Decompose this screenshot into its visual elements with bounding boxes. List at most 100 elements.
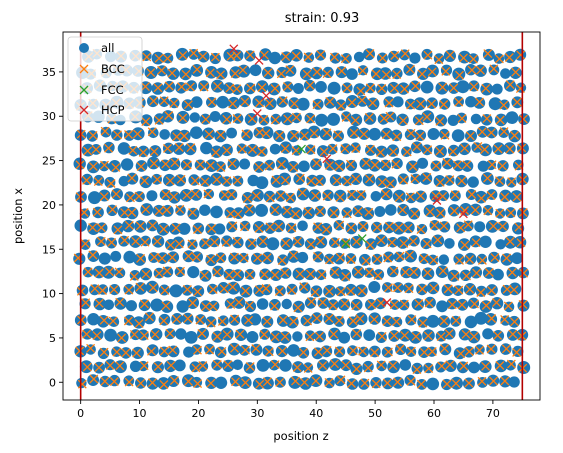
y-tick-label: 20 xyxy=(42,199,56,212)
point-bcc xyxy=(419,347,429,357)
point-bcc xyxy=(460,143,470,153)
point-bcc xyxy=(163,143,172,153)
point-bcc xyxy=(115,297,125,307)
point-all xyxy=(252,221,266,234)
point-bcc xyxy=(216,70,226,80)
point-bcc xyxy=(302,69,312,79)
point-bcc xyxy=(347,379,356,388)
point-all xyxy=(268,51,282,65)
point-bcc xyxy=(353,206,363,216)
point-bcc xyxy=(233,209,243,219)
point-bcc xyxy=(240,97,250,107)
point-all xyxy=(467,176,479,188)
point-bcc xyxy=(300,377,309,387)
point-all xyxy=(249,64,262,77)
point-bcc xyxy=(285,65,295,75)
point-bcc xyxy=(483,173,492,183)
point-hcp xyxy=(322,154,332,164)
point-bcc xyxy=(316,50,326,60)
point-bcc xyxy=(270,270,280,280)
point-bcc xyxy=(230,69,240,79)
point-bcc xyxy=(228,99,238,109)
point-all xyxy=(409,52,421,64)
point-bcc xyxy=(140,176,150,186)
point-all xyxy=(287,344,300,357)
point-bcc xyxy=(182,284,192,294)
x-axis-ticks: 0 10 20 30 40 50 60 70 xyxy=(77,400,500,420)
point-bcc xyxy=(317,270,327,280)
point-all xyxy=(297,251,309,264)
point-bcc xyxy=(127,173,137,183)
point-bcc xyxy=(199,82,209,92)
point-bcc xyxy=(481,83,491,93)
point-bcc xyxy=(328,144,338,154)
point-bcc xyxy=(303,207,313,217)
point-bcc xyxy=(506,208,516,218)
point-bcc xyxy=(448,147,458,157)
point-bcc xyxy=(365,49,375,58)
point-bcc xyxy=(92,331,102,341)
point-bcc xyxy=(306,269,315,279)
point-bcc xyxy=(104,143,113,153)
point-all xyxy=(255,176,269,190)
point-bcc xyxy=(291,112,301,122)
point-bcc xyxy=(358,346,368,356)
point-bcc xyxy=(305,332,315,342)
point-bcc xyxy=(265,222,275,232)
point-bcc xyxy=(283,114,293,124)
point-all xyxy=(214,376,228,389)
point-all xyxy=(511,252,523,265)
point-all xyxy=(85,344,96,355)
x-tick-label: 40 xyxy=(309,407,323,420)
point-all xyxy=(298,160,310,173)
point-bcc xyxy=(365,174,374,184)
point-all xyxy=(173,359,186,372)
point-all xyxy=(178,222,191,235)
point-bcc xyxy=(201,302,211,312)
point-bcc xyxy=(512,97,522,107)
point-bcc xyxy=(299,282,309,292)
point-bcc xyxy=(450,271,460,281)
point-bcc xyxy=(277,256,287,266)
point-all xyxy=(129,360,142,372)
point-bcc xyxy=(281,52,291,62)
point-bcc xyxy=(336,287,346,297)
point-bcc xyxy=(177,82,187,92)
point-bcc xyxy=(113,225,123,235)
point-bcc xyxy=(255,98,264,108)
point-all xyxy=(392,96,404,108)
point-bcc xyxy=(189,48,199,58)
point-all xyxy=(239,158,251,170)
point-bcc xyxy=(365,83,375,93)
point-bcc xyxy=(411,331,421,341)
point-all xyxy=(362,360,374,373)
point-bcc xyxy=(148,283,158,293)
point-bcc xyxy=(352,364,361,374)
y-axis-ticks: 0 5 10 15 20 25 30 35 xyxy=(42,66,63,389)
point-hcp xyxy=(261,91,271,101)
point-bcc xyxy=(239,253,249,263)
point-bcc xyxy=(336,101,346,111)
point-bcc xyxy=(441,66,451,76)
point-bcc xyxy=(187,239,197,249)
point-bcc xyxy=(497,161,507,171)
point-bcc xyxy=(139,331,149,341)
point-bcc xyxy=(500,192,510,202)
point-bcc xyxy=(364,112,374,122)
point-all xyxy=(123,375,135,387)
point-bcc xyxy=(399,175,408,185)
point-bcc xyxy=(427,99,437,109)
point-bcc xyxy=(303,363,313,373)
point-bcc xyxy=(79,208,89,217)
point-bcc xyxy=(206,378,216,388)
point-bcc xyxy=(341,272,351,281)
point-bcc xyxy=(381,130,391,140)
point-bcc xyxy=(212,359,222,369)
y-tick-label: 5 xyxy=(49,332,56,345)
point-bcc xyxy=(384,222,394,231)
x-tick-label: 60 xyxy=(427,407,441,420)
point-bcc xyxy=(500,314,510,324)
point-bcc xyxy=(353,267,363,277)
point-bcc xyxy=(389,83,399,93)
point-bcc xyxy=(215,253,225,263)
